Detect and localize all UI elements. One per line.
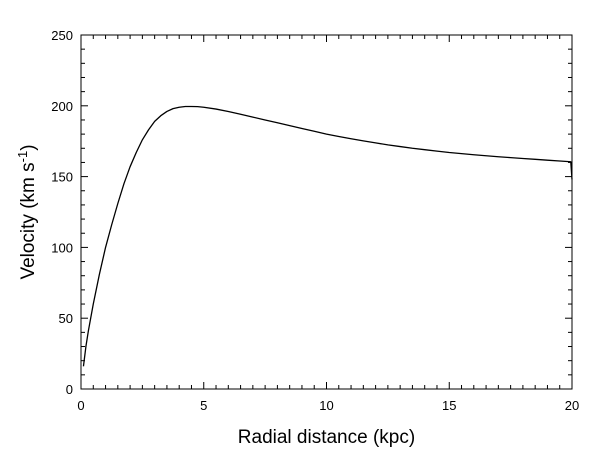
axis-ticks [80, 34, 573, 390]
velocity-curve [82, 105, 573, 367]
y-tick-label: 250 [51, 28, 73, 43]
y-axis-title: Velocity (km s-1) [15, 144, 40, 279]
x-tick-label: 10 [319, 398, 333, 413]
plot-frame [80, 34, 573, 390]
y-tick-label: 200 [51, 99, 73, 114]
y-tick-label: 0 [66, 382, 73, 397]
x-axis-title: Radial distance (kpc) [238, 427, 415, 448]
y-tick-label: 50 [59, 311, 73, 326]
y-tick-label: 150 [51, 170, 73, 185]
x-tick-label: 5 [200, 398, 207, 413]
y-tick-label: 100 [51, 240, 73, 255]
x-tick-label: 15 [442, 398, 456, 413]
y-axis-title-suffix: ) [18, 144, 39, 150]
y-axis-title-superscript: -1 [15, 151, 30, 163]
x-tick-label: 0 [77, 398, 84, 413]
x-tick-label: 20 [565, 398, 579, 413]
y-axis-title-text: Velocity (km s [18, 162, 39, 279]
